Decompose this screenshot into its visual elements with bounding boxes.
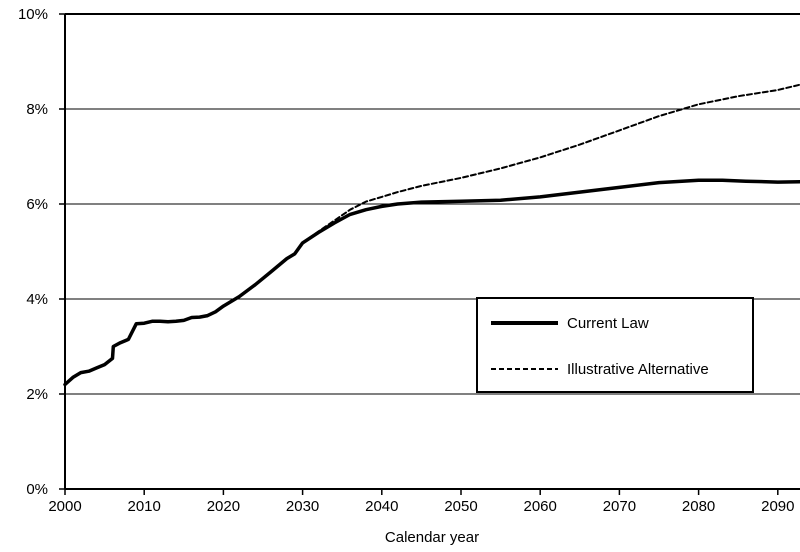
x-tick-label: 2040 <box>365 498 398 515</box>
y-tick-label: 0% <box>26 481 48 498</box>
tick-labels: 0% 2% 4% 6% 8% 10% 2000 2010 2020 2030 2040 2050 206… <box>18 6 795 515</box>
legend-box <box>476 297 754 393</box>
x-tick-label: 2090 <box>761 498 794 515</box>
legend-label-illustrative-alternative: Illustrative Alternative <box>567 361 709 378</box>
x-tick-label: 2000 <box>48 498 81 515</box>
x-axis-title: Calendar year <box>385 529 479 546</box>
series-lines <box>63 83 800 387</box>
series-line-illustrative-alternative <box>301 83 800 244</box>
axes <box>64 13 800 490</box>
y-tick-label: 10% <box>18 6 48 23</box>
x-tick-label: 2080 <box>682 498 715 515</box>
x-tick-label: 2060 <box>524 498 557 515</box>
legend: Current Law Illustrative Alternative <box>476 297 754 393</box>
series-line-current-law <box>63 178 800 387</box>
y-tick-label: 2% <box>26 386 48 403</box>
y-tick-label: 8% <box>26 101 48 118</box>
legend-label-current-law: Current Law <box>567 315 649 332</box>
x-tick-label: 2030 <box>286 498 319 515</box>
x-tick-label: 2050 <box>444 498 477 515</box>
x-tick-label: 2070 <box>603 498 636 515</box>
y-tick-label: 6% <box>26 196 48 213</box>
x-tick-label: 2010 <box>128 498 161 515</box>
x-tick-label: 2020 <box>207 498 240 515</box>
y-tick-label: 4% <box>26 291 48 308</box>
